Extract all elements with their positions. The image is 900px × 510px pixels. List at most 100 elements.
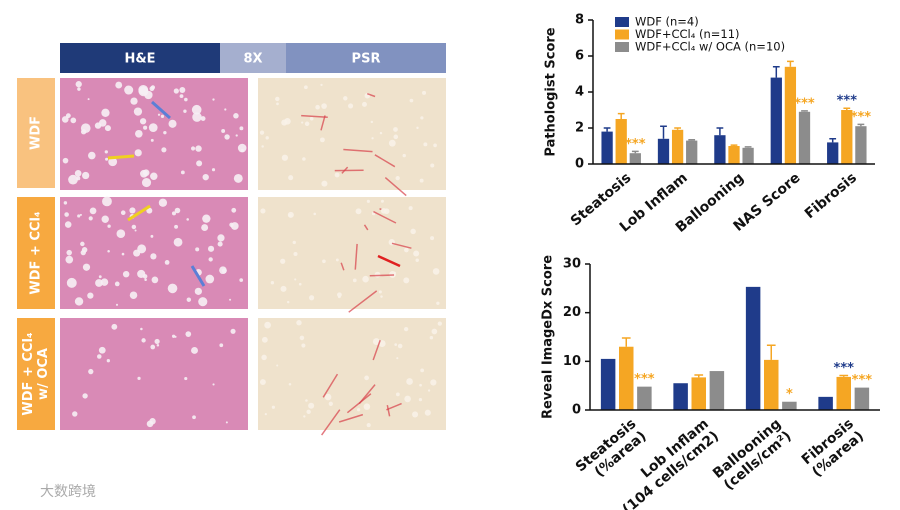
tissue-detail — [233, 173, 243, 183]
tissue-detail — [104, 125, 111, 132]
tissue-detail — [202, 214, 211, 223]
tissue-detail — [430, 379, 437, 386]
bar — [745, 286, 761, 410]
tissue-detail — [164, 260, 170, 265]
tissue-detail — [264, 321, 271, 329]
tissue-detail — [107, 249, 110, 253]
tissue-detail — [422, 90, 427, 95]
tissue-detail — [120, 210, 126, 216]
tissue-detail — [433, 143, 437, 148]
legend-label: WDF+CCl₄ w/ OCA (n=10) — [635, 40, 785, 54]
tissue-image — [60, 78, 248, 190]
tissue-detail — [87, 98, 90, 101]
tissue-detail — [156, 343, 160, 347]
bar — [671, 129, 684, 164]
tissue-detail — [143, 125, 148, 130]
tissue-detail — [81, 247, 88, 253]
tissue-detail — [321, 180, 328, 187]
tissue-detail — [212, 383, 215, 386]
tissue-detail — [74, 170, 82, 177]
tissue-detail — [98, 275, 102, 279]
tissue-detail — [192, 112, 202, 122]
tissue-detail — [130, 97, 138, 105]
fibrosis-streak — [384, 176, 407, 197]
watermark: 大数跨境 — [40, 484, 96, 500]
arrow — [127, 204, 151, 222]
bar — [770, 77, 782, 164]
fibrosis-streak — [363, 224, 369, 231]
tissue-detail — [141, 338, 146, 343]
tissue-detail — [131, 224, 137, 230]
bar — [855, 126, 867, 164]
tissue-detail — [288, 175, 294, 181]
tissue-detail — [379, 131, 383, 135]
fibrosis-streak — [354, 243, 358, 270]
tissue-detail — [171, 211, 176, 216]
bar — [854, 387, 870, 410]
tissue-detail — [409, 98, 414, 103]
tissue-detail — [235, 134, 238, 137]
tissue-detail — [355, 208, 362, 215]
tissue-detail — [394, 343, 398, 347]
tissue-detail — [271, 405, 275, 409]
fibrosis-streak — [372, 339, 381, 361]
tissue-detail — [105, 157, 109, 161]
row-box — [17, 197, 55, 309]
tissue-detail — [101, 108, 110, 117]
header-mag — [220, 43, 286, 73]
fibrosis-streak — [341, 166, 349, 174]
error-bar — [631, 150, 639, 154]
tissue-detail — [141, 178, 152, 188]
tissue-detail — [151, 276, 159, 284]
bar — [601, 131, 613, 164]
tissue-detail — [96, 354, 102, 359]
tissue-detail — [106, 359, 110, 363]
fibrosis-streak — [338, 413, 364, 423]
bar — [637, 386, 652, 410]
tissue-detail — [230, 328, 236, 334]
tissue-detail — [150, 138, 154, 142]
header-psr — [286, 43, 446, 73]
tissue-detail — [74, 297, 84, 306]
tissue-detail — [183, 109, 187, 113]
tissue-detail — [396, 357, 399, 360]
tissue-detail — [70, 117, 77, 124]
tissue-detail — [135, 129, 143, 138]
error-bar — [674, 127, 681, 130]
tissue-detail — [133, 107, 143, 116]
tissue-detail — [413, 250, 420, 257]
error-bar — [744, 146, 752, 148]
tissue-detail — [98, 346, 106, 354]
tissue-detail — [89, 207, 97, 215]
tissue-detail — [288, 213, 292, 218]
tissue-detail — [63, 201, 68, 205]
tissue-detail — [88, 368, 94, 375]
tissue-detail — [144, 278, 147, 282]
bar — [764, 359, 779, 410]
tissue-detail — [319, 137, 325, 143]
tissue-detail — [102, 196, 112, 207]
tissue-detail — [219, 343, 224, 348]
tissue-detail — [280, 285, 287, 292]
tissue-detail — [348, 103, 354, 109]
tissue-detail — [302, 157, 306, 161]
tissue-detail — [190, 146, 196, 151]
tissue-detail — [343, 96, 348, 101]
significance: *** — [625, 137, 646, 152]
tissue-detail — [301, 343, 306, 348]
fibrosis-streak — [320, 115, 326, 131]
legend-label: WDF+CCl₄ (n=11) — [635, 27, 740, 41]
fibrosis-streak — [386, 402, 402, 411]
y-tick-label: 10 — [563, 354, 581, 369]
bar — [619, 346, 634, 410]
y-tick-label: 2 — [575, 121, 584, 136]
tissue-detail — [436, 301, 440, 305]
tissue-detail — [211, 168, 216, 172]
tissue-detail — [80, 129, 87, 135]
tissue-detail — [423, 142, 428, 147]
fibrosis-streak — [373, 210, 397, 224]
error-bar — [716, 127, 724, 136]
tissue-detail — [296, 320, 302, 326]
tissue-detail — [305, 399, 308, 402]
tissue-detail — [420, 116, 424, 120]
